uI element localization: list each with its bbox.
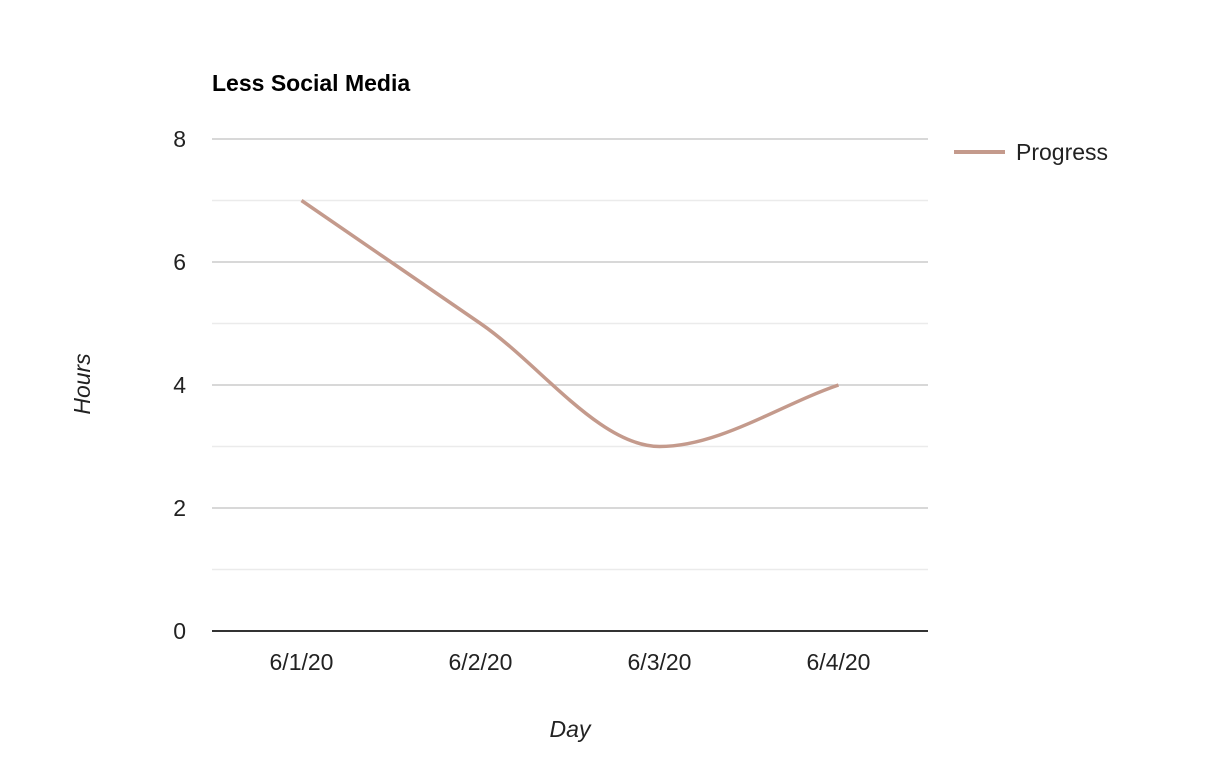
y-tick-label: 6 — [173, 249, 186, 275]
y-tick-label: 2 — [173, 495, 186, 521]
x-axis-ticks: 6/1/20 6/2/20 6/3/20 6/4/20 — [270, 649, 871, 675]
series-line-progress — [300, 199, 840, 449]
x-tick-label: 6/4/20 — [807, 649, 871, 675]
chart-title: Less Social Media — [212, 70, 410, 96]
x-tick-label: 6/2/20 — [449, 649, 513, 675]
y-axis-ticks: 0 2 4 6 8 — [173, 126, 186, 644]
y-tick-label: 8 — [173, 126, 186, 152]
y-axis-title: Hours — [69, 353, 95, 415]
gridlines — [212, 138, 928, 571]
legend-label: Progress — [1016, 139, 1108, 165]
y-tick-label: 0 — [173, 618, 186, 644]
x-tick-label: 6/1/20 — [270, 649, 334, 675]
series — [300, 199, 840, 449]
y-tick-label: 4 — [173, 372, 186, 398]
legend: Progress — [954, 139, 1108, 165]
x-axis-title: Day — [550, 716, 592, 742]
x-tick-label: 6/3/20 — [628, 649, 692, 675]
